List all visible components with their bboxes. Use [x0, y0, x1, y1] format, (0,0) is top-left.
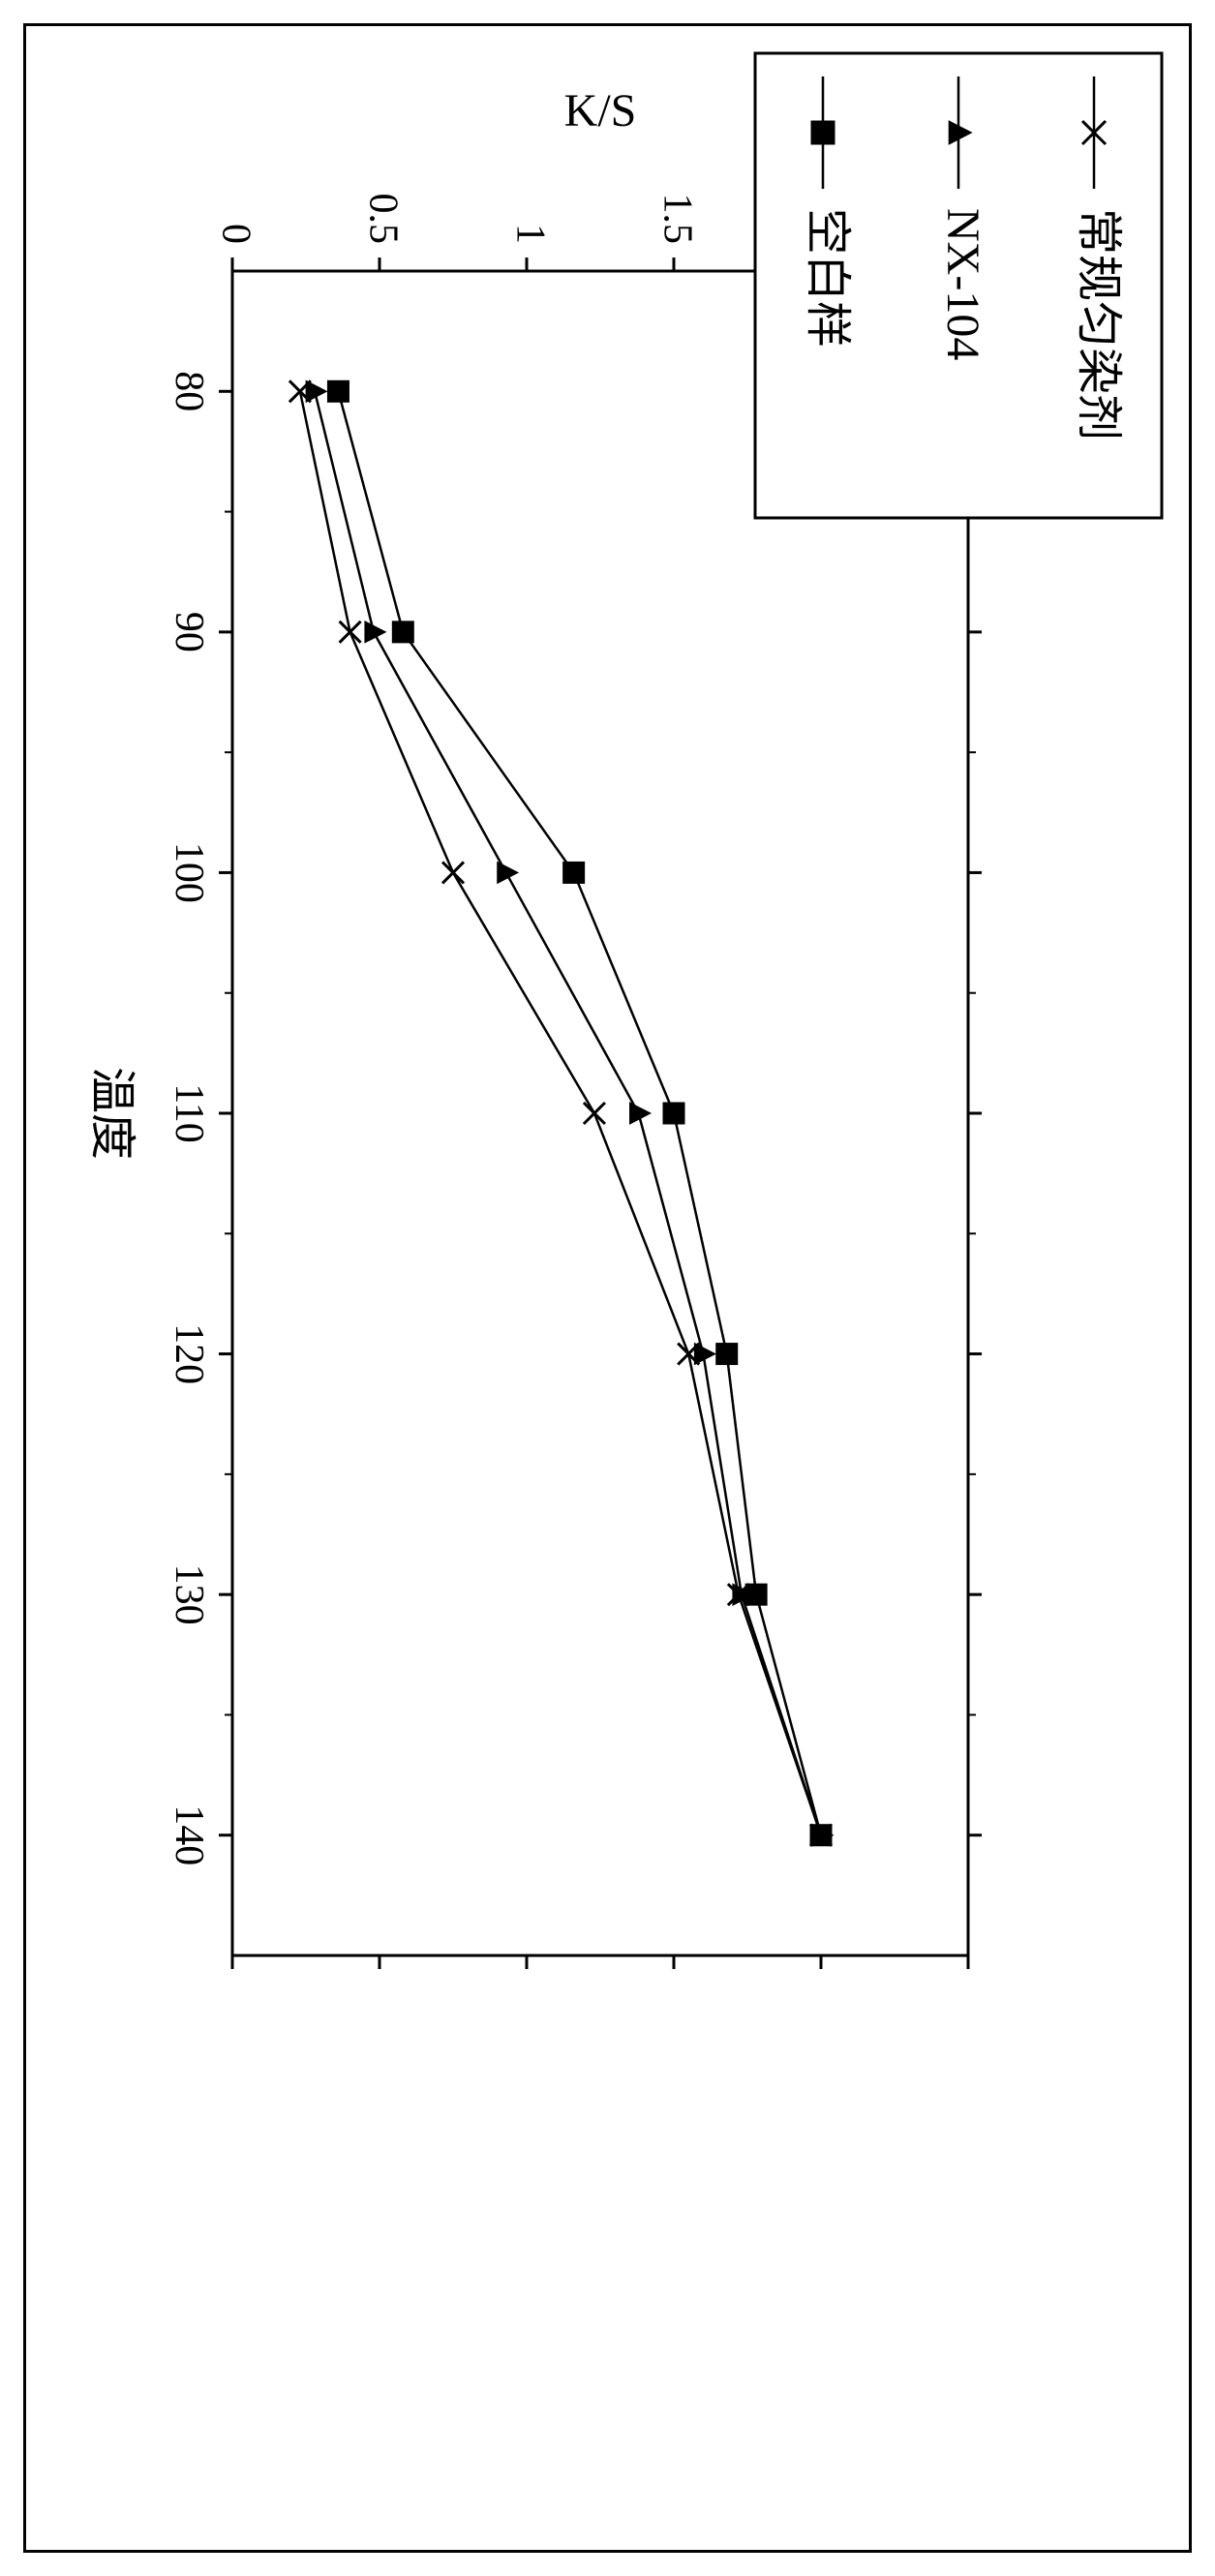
- legend-label: 常规匀染剂: [1073, 208, 1124, 440]
- x-tick-label: 100: [167, 842, 211, 903]
- series-marker: [365, 621, 385, 643]
- y-tick-label: 1.5: [654, 194, 699, 245]
- series-marker: [584, 1103, 605, 1124]
- legend-label: 空白样: [802, 208, 853, 348]
- x-tick-label: 80: [167, 371, 211, 411]
- x-tick-label: 140: [167, 1804, 211, 1865]
- x-axis-label: 温度: [86, 1067, 137, 1160]
- x-tick-label: 120: [167, 1323, 211, 1384]
- x-tick-label: 90: [167, 612, 211, 652]
- series-marker: [340, 621, 361, 643]
- y-tick-label: 0.5: [360, 194, 405, 245]
- series-line: [315, 391, 821, 1834]
- series-marker: [563, 862, 585, 883]
- series-marker: [716, 1344, 738, 1365]
- x-tick-label: 130: [167, 1564, 211, 1625]
- legend-label: NX-104: [937, 208, 988, 360]
- page-container: 00.511.522.58090100110120130140K/S温度空白样N…: [0, 0, 1215, 2576]
- y-axis-label: K/S: [564, 85, 637, 136]
- legend-marker: [811, 121, 835, 144]
- series-marker: [442, 862, 464, 883]
- series-marker: [392, 621, 413, 643]
- series-marker: [327, 380, 349, 402]
- y-tick-label: 0: [213, 224, 258, 244]
- y-tick-label: 1: [507, 224, 552, 244]
- series-line: [300, 391, 821, 1834]
- series-marker: [498, 862, 518, 883]
- chart-svg: 00.511.522.58090100110120130140K/S温度空白样N…: [0, 0, 1215, 2576]
- x-tick-label: 110: [167, 1083, 211, 1142]
- series-marker: [663, 1103, 684, 1124]
- legend: 空白样 NX-104 常规匀染剂: [755, 53, 1162, 518]
